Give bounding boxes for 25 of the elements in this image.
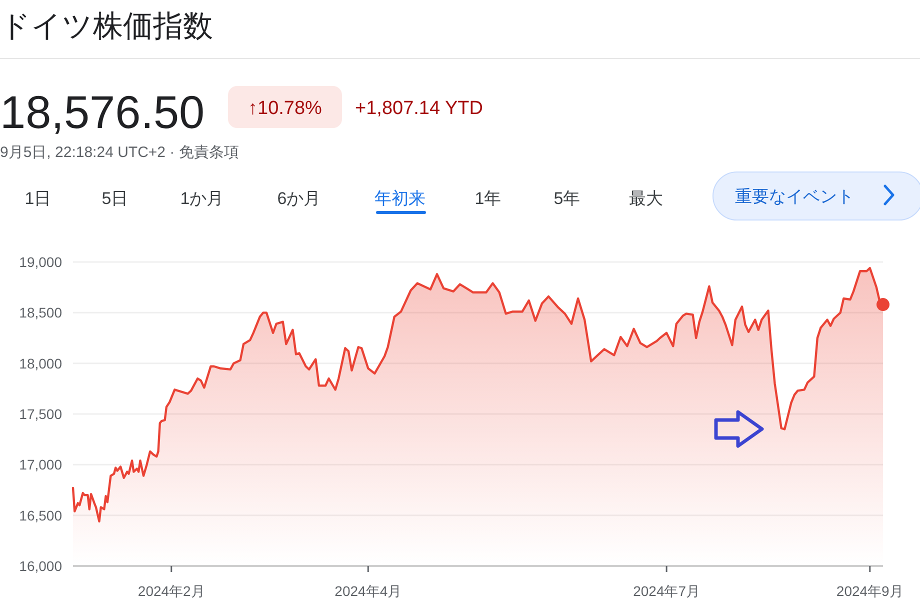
text: 6か月 <box>277 189 321 208</box>
x-tick-label: 2024年4月 <box>334 583 402 599</box>
text: +1,807.14 YTD <box>355 98 483 119</box>
x-tick-label: 2024年2月 <box>138 583 205 599</box>
y-tick-label: 17,000 <box>19 456 62 473</box>
y-tick-label: 18,000 <box>19 355 62 372</box>
x-tick-label: 2024年9月 <box>836 583 904 599</box>
text: 1年 <box>474 189 502 208</box>
text: 5年 <box>554 189 580 208</box>
chart-subtitle: 9月5日, 22:18:24 UTC+2 · 免責条項 <box>0 144 239 161</box>
text: 1か月 <box>180 189 224 208</box>
text: 18,576.50 <box>0 86 205 138</box>
text: ↑10.78% <box>248 98 322 119</box>
text: 重要なイベント <box>735 187 854 206</box>
y-tick-label: 16,000 <box>19 558 62 574</box>
text: 年初来 <box>374 189 426 208</box>
text: 5日 <box>102 189 128 208</box>
y-tick-label: 19,000 <box>19 254 62 270</box>
y-tick-label: 16,500 <box>19 507 62 524</box>
text: 1日 <box>24 189 52 208</box>
x-tick-label: 2024年7月 <box>633 583 700 599</box>
y-tick-label: 18,500 <box>19 304 62 321</box>
text: 最大 <box>629 189 663 208</box>
y-tick-label: 17,500 <box>19 406 62 422</box>
chart-title: ドイツ株価指数 <box>0 10 213 43</box>
